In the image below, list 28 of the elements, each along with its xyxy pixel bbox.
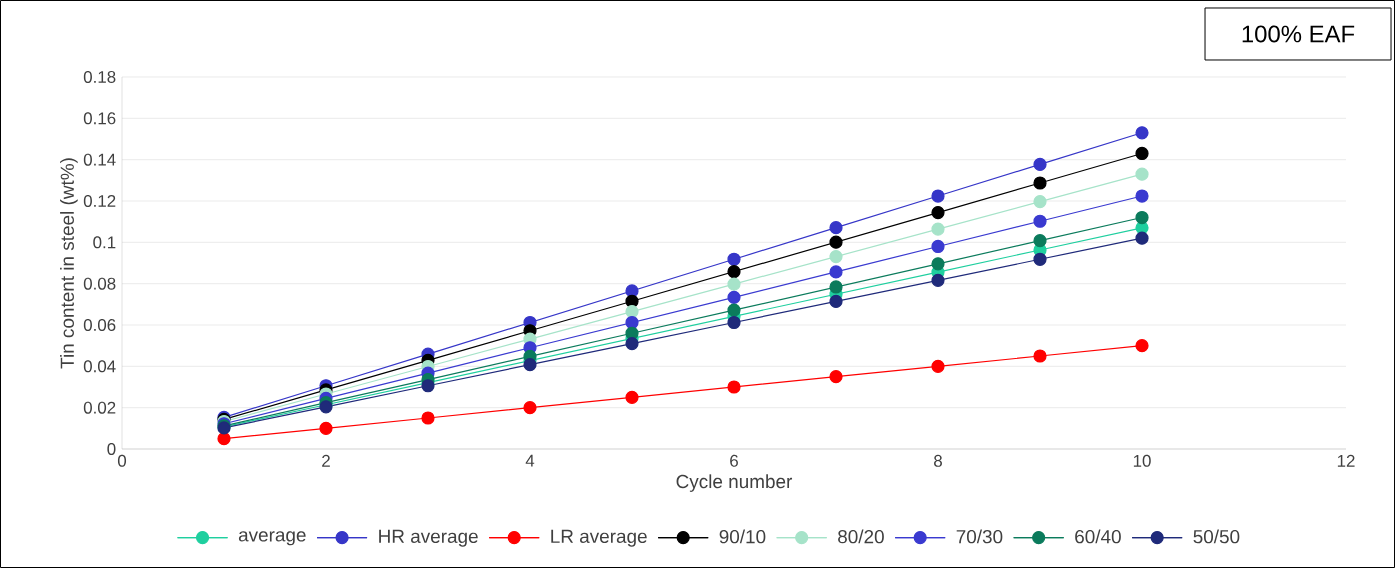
x-tick-label: 4 <box>525 454 535 467</box>
legend-label: 90/10 <box>719 529 766 544</box>
legend-label: average <box>238 531 306 546</box>
x-tick-label: 2 <box>322 454 330 467</box>
y-tick-label: 0 <box>107 443 116 455</box>
legend-label: 70/30 <box>956 529 1003 544</box>
text: 100% EAF <box>1242 25 1355 43</box>
x-tick-label: 10 <box>1133 454 1151 467</box>
y-tick-label: 0.08 <box>83 277 116 290</box>
x-tick-label: 12 <box>1337 454 1355 467</box>
y-tick-label: 0.16 <box>83 112 116 125</box>
legend-label: 50/50 <box>1193 529 1240 544</box>
x-axis-title: Cycle number <box>676 474 793 492</box>
legend-label: 60/40 <box>1075 529 1121 544</box>
y-tick-label: 0.14 <box>83 153 116 166</box>
y-tick-label: 0.18 <box>83 71 116 83</box>
legend-label: LR average <box>551 529 647 547</box>
y-tick-label: 0.1 <box>93 236 116 249</box>
legend-label: 80/20 <box>838 529 884 544</box>
legend-label: HR average <box>379 529 478 547</box>
y-axis-title: Tin content in steel (wt%) <box>60 158 78 369</box>
y-tick-label: 0.12 <box>83 195 116 207</box>
x-tick-label: 0 <box>117 454 127 467</box>
y-tick-label: 0.02 <box>83 401 116 414</box>
y-tick-label: 0.06 <box>83 319 116 331</box>
y-tick-label: 0.04 <box>83 360 116 373</box>
x-tick-label: 8 <box>934 454 942 467</box>
x-tick-label: 6 <box>730 454 738 467</box>
